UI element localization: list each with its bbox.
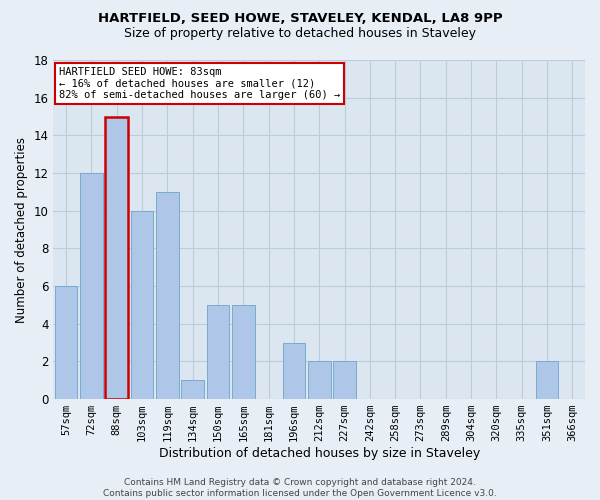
Text: Size of property relative to detached houses in Staveley: Size of property relative to detached ho… [124, 28, 476, 40]
Bar [131, 210, 154, 399]
Bar [232, 305, 254, 399]
Bar [80, 173, 103, 399]
Text: HARTFIELD SEED HOWE: 83sqm
← 16% of detached houses are smaller (12)
82% of semi: HARTFIELD SEED HOWE: 83sqm ← 16% of deta… [59, 67, 340, 100]
Bar [156, 192, 179, 399]
Bar [283, 342, 305, 399]
Bar [55, 286, 77, 399]
Text: Contains HM Land Registry data © Crown copyright and database right 2024.
Contai: Contains HM Land Registry data © Crown c… [103, 478, 497, 498]
Bar [106, 116, 128, 399]
Bar [333, 362, 356, 399]
Bar [308, 362, 331, 399]
Text: HARTFIELD, SEED HOWE, STAVELEY, KENDAL, LA8 9PP: HARTFIELD, SEED HOWE, STAVELEY, KENDAL, … [98, 12, 502, 26]
Bar [536, 362, 559, 399]
Bar [206, 305, 229, 399]
Y-axis label: Number of detached properties: Number of detached properties [15, 136, 28, 322]
Bar [181, 380, 204, 399]
X-axis label: Distribution of detached houses by size in Staveley: Distribution of detached houses by size … [158, 447, 480, 460]
